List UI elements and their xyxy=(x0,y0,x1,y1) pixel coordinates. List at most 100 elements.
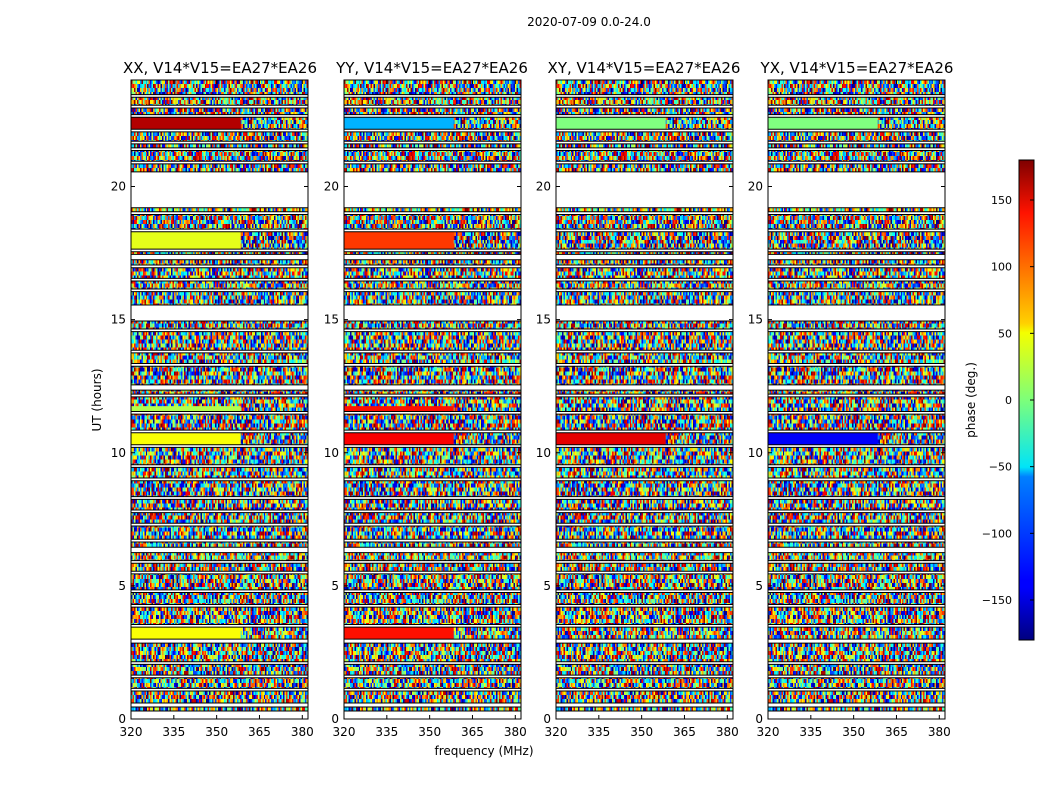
flagged-band xyxy=(131,249,308,252)
flagged-band xyxy=(344,129,521,132)
flagged-band xyxy=(556,711,733,719)
flagged-band xyxy=(344,254,521,260)
flagged-band xyxy=(768,129,945,132)
flagged-band xyxy=(344,589,521,593)
flagged-band xyxy=(556,464,733,468)
flagged-band xyxy=(556,363,733,367)
flagged-band xyxy=(344,171,521,208)
flagged-band xyxy=(556,384,733,391)
panel-title: XX, V14*V15=EA27*EA26 xyxy=(123,59,317,77)
flagged-band xyxy=(768,105,945,108)
coherent-phase-band xyxy=(131,117,241,130)
flagged-band xyxy=(131,661,308,665)
coherent-phase-band xyxy=(344,432,454,445)
y-tick-label: 5 xyxy=(331,579,339,593)
colorbar-tick-label: −150 xyxy=(982,594,1012,607)
flagged-band xyxy=(556,560,733,564)
flagged-band xyxy=(768,703,945,708)
coherent-phase-band xyxy=(344,117,454,130)
flagged-band xyxy=(768,94,945,98)
flagged-band xyxy=(556,141,733,144)
flagged-band xyxy=(131,639,308,644)
flagged-band xyxy=(131,363,308,367)
panel-yy: YY, V14*V15=EA27*EA26 320 335 350 365 380 0 5 1… xyxy=(324,59,528,739)
x-tick-label: 320 xyxy=(545,725,568,739)
x-tick-label: 350 xyxy=(630,725,653,739)
panel-xx: XX, V14*V15=EA27*EA26 320 335 350 365 380 0 5 1… xyxy=(111,59,317,739)
flagged-band xyxy=(344,147,521,151)
x-tick-label: 350 xyxy=(418,725,441,739)
flagged-band xyxy=(131,539,308,542)
flagged-band xyxy=(131,229,308,232)
flagged-band xyxy=(344,278,521,282)
flagged-band xyxy=(768,624,945,628)
flagged-band xyxy=(344,265,521,268)
flagged-band xyxy=(344,211,521,215)
flagged-band xyxy=(556,94,733,98)
y-tick-label: 20 xyxy=(111,180,126,194)
flagged-band xyxy=(131,105,308,108)
y-tick-label: 20 xyxy=(748,180,763,194)
flagged-band xyxy=(768,539,945,542)
flagged-band xyxy=(556,105,733,108)
colorbar-tick-label: 0 xyxy=(1005,394,1012,407)
flagged-band xyxy=(556,265,733,268)
coherent-phase-band xyxy=(131,231,241,250)
y-tick-label: 0 xyxy=(543,712,551,726)
flagged-band xyxy=(556,604,733,608)
x-tick-label: 320 xyxy=(757,725,780,739)
flagged-band xyxy=(768,589,945,593)
flagged-band xyxy=(556,394,733,397)
x-tick-label: 320 xyxy=(333,725,356,739)
flagged-band xyxy=(131,147,308,151)
flagged-band xyxy=(131,430,308,433)
flagged-band xyxy=(131,711,308,719)
flagged-band xyxy=(556,350,733,353)
flagged-band xyxy=(768,411,945,415)
flagged-band xyxy=(344,523,521,526)
axes-frame xyxy=(130,79,309,720)
flagged-band xyxy=(131,589,308,593)
flagged-band xyxy=(131,496,308,500)
flagged-band xyxy=(768,304,945,321)
flagged-band xyxy=(768,711,945,719)
coherent-phase-band xyxy=(768,117,878,130)
flagged-band xyxy=(768,523,945,526)
flagged-band xyxy=(556,161,733,164)
flagged-band xyxy=(768,350,945,353)
coherent-phase-band xyxy=(344,231,454,250)
y-tick-label: 15 xyxy=(536,313,551,327)
flagged-band xyxy=(131,254,308,260)
y-tick-label: 10 xyxy=(111,446,126,460)
flagged-band xyxy=(768,675,945,678)
flagged-band xyxy=(556,675,733,678)
heatmap xyxy=(768,80,945,719)
flagged-band xyxy=(768,363,945,367)
x-tick-label: 335 xyxy=(162,725,185,739)
flagged-band xyxy=(556,147,733,151)
x-tick-label: 365 xyxy=(885,725,908,739)
axes-frame xyxy=(555,79,734,720)
x-tick-label: 335 xyxy=(375,725,398,739)
colorbar: −150 −100 −50 0 50 100 150 phase (deg.) xyxy=(964,159,1035,641)
flagged-band xyxy=(556,229,733,232)
flagged-band xyxy=(131,129,308,132)
y-axis-label: UT (hours) xyxy=(90,368,104,431)
flagged-band xyxy=(768,289,945,292)
flagged-band xyxy=(556,703,733,708)
flagged-band xyxy=(131,394,308,397)
x-tick-label: 350 xyxy=(842,725,865,739)
x-tick-label: 365 xyxy=(461,725,484,739)
flagged-band xyxy=(556,411,733,415)
flagged-band xyxy=(768,496,945,500)
flagged-band xyxy=(131,350,308,353)
flagged-band xyxy=(344,688,521,692)
flagged-band xyxy=(768,560,945,564)
flagged-band xyxy=(768,478,945,481)
flagged-band xyxy=(556,688,733,692)
flagged-band xyxy=(131,278,308,282)
x-tick-label: 380 xyxy=(291,725,314,739)
flagged-band xyxy=(344,304,521,321)
flagged-band xyxy=(556,430,733,433)
